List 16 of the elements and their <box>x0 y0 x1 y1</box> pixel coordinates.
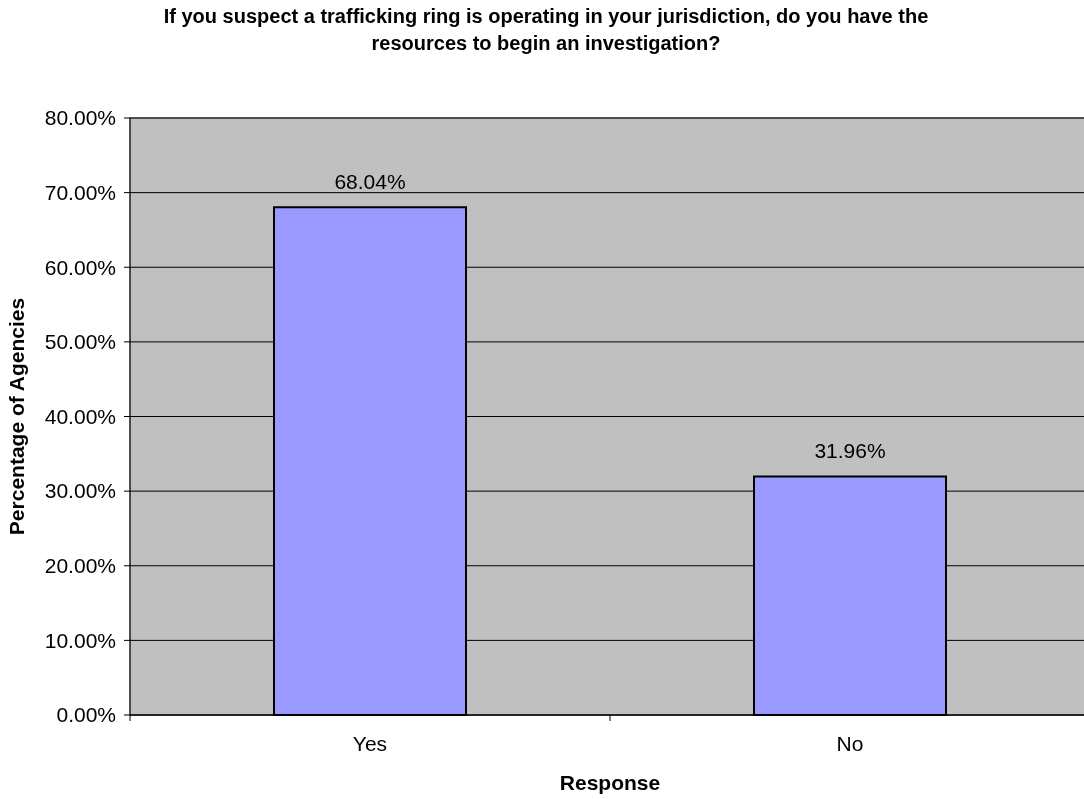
y-axis-title: Percentage of Agencies <box>5 297 28 536</box>
y-tick-label: 20.00% <box>44 554 116 578</box>
y-tick-label: 40.00% <box>44 404 116 428</box>
x-tick-label: Yes <box>352 732 388 755</box>
y-tick-label: 50.00% <box>44 330 116 354</box>
y-tick-label: 80.00% <box>44 106 116 130</box>
y-tick-label: 30.00% <box>44 479 116 503</box>
data-label: 31.96% <box>814 439 886 463</box>
chart-title: If you suspect a trafficking ring is operating in your jurisdiction, do you have the resources to begin an investigation? <box>163 5 929 54</box>
y-tick-label: 10.00% <box>44 628 116 652</box>
y-tick-label: 0.00% <box>56 703 116 727</box>
y-tick-label: 70.00% <box>44 180 116 204</box>
y-tick-label: 60.00% <box>44 255 116 279</box>
x-tick-label: No <box>836 732 864 755</box>
data-label: 68.04% <box>334 170 406 194</box>
x-axis-title: Response <box>559 771 661 794</box>
